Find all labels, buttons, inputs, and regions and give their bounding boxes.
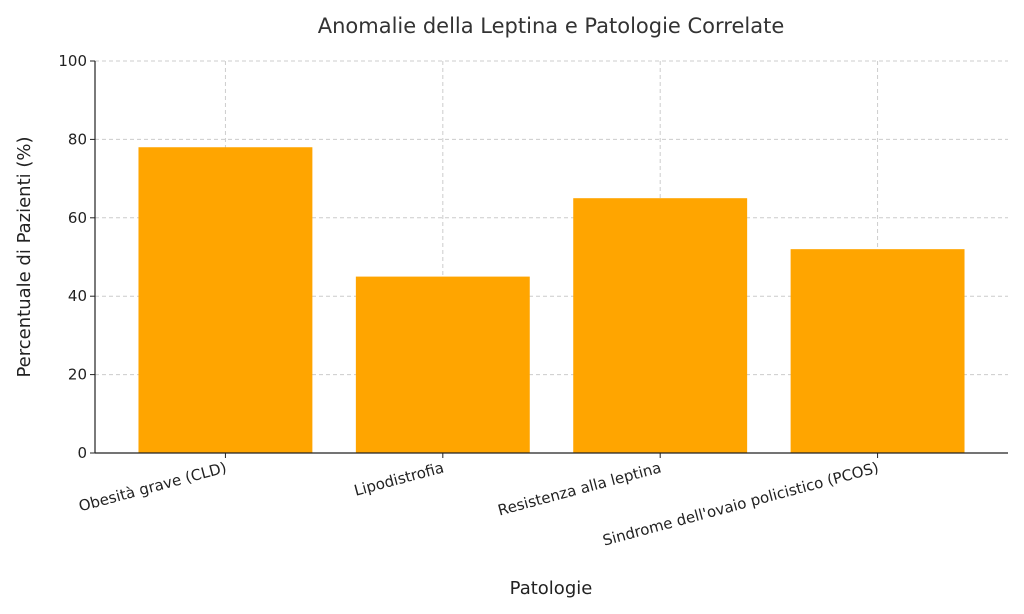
y-tick-label: 40	[68, 287, 87, 305]
y-tick-label: 60	[68, 209, 87, 227]
y-axis-label: Percentuale di Pazienti (%)	[14, 136, 35, 377]
x-ticks: Obesità grave (CLD) Lipodistrofia Resisten…	[77, 453, 881, 550]
axes-layer	[94, 61, 1008, 454]
bar	[790, 249, 965, 453]
chart-title: Anomalie della Leptina e Patologie Corre…	[318, 14, 785, 38]
y-tick-label: 0	[77, 444, 87, 462]
x-tick-label: Resistenza alla leptina	[496, 458, 663, 519]
y-ticks: 0 20 40 60 80 100	[58, 52, 95, 462]
bars-layer	[138, 147, 965, 454]
bar	[573, 198, 748, 453]
y-tick-label: 80	[68, 130, 87, 148]
x-tick-label: Lipodistrofia	[352, 458, 446, 499]
bar	[355, 276, 530, 453]
y-tick-label: 100	[58, 52, 87, 70]
x-axis-label: Patologie	[510, 578, 593, 599]
y-tick-label: 20	[68, 366, 87, 384]
x-tick-label: Obesità grave (CLD)	[77, 458, 229, 515]
bar	[138, 147, 313, 454]
